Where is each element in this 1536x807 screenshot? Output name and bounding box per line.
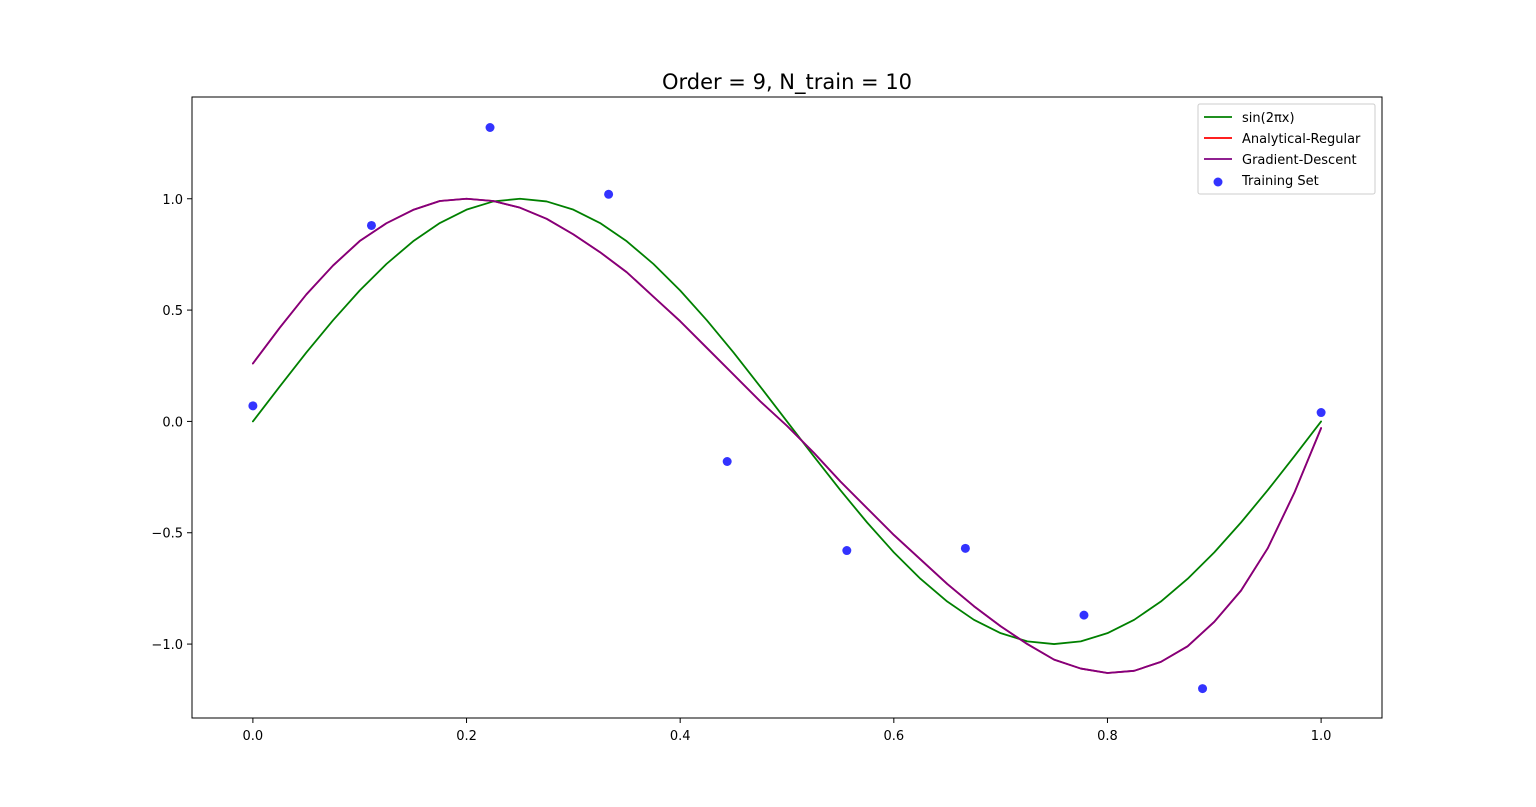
legend-box	[1197, 103, 1376, 195]
legend-label: Gradient-Descent	[1242, 153, 1357, 168]
scatter-point	[722, 457, 732, 466]
x-tick-label: 1.0	[1311, 729, 1332, 744]
scatter-point	[842, 546, 852, 556]
legend: sin(2πx) Analytical-Regular Gradient-Desce…	[1197, 103, 1376, 195]
plot-area	[248, 123, 1326, 694]
scatter-point	[248, 401, 258, 411]
x-tick-label: 0.4	[670, 729, 691, 744]
x-tick-label: 0.0	[243, 729, 264, 744]
scatter-point	[1198, 684, 1208, 694]
legend-label: Analytical-Regular	[1242, 132, 1361, 147]
y-tick-label: −1.0	[151, 638, 183, 653]
x-axis: 0.0 0.2 0.4 0.6 0.8 1.0	[243, 718, 1332, 744]
scatter-point	[366, 220, 376, 230]
y-tick-label: 1.0	[162, 193, 183, 208]
scatter-point	[604, 189, 614, 199]
y-tick-label: 0.5	[162, 304, 183, 319]
x-tick-label: 0.8	[1097, 729, 1118, 744]
y-tick-label: −0.5	[151, 527, 183, 542]
x-tick-label: 0.2	[456, 729, 477, 744]
scatter-point	[1079, 610, 1089, 620]
scatter-point	[485, 123, 495, 132]
legend-swatch	[1213, 177, 1223, 187]
scatter-point	[960, 543, 970, 553]
axes-frame	[191, 96, 1383, 719]
series-line-sin-2-x	[251, 197, 1323, 645]
y-axis: −1.0 −0.5 0.0 0.5 1.0	[151, 193, 192, 653]
scatter-point	[1316, 408, 1326, 418]
series-line-gradient-descent	[251, 197, 1323, 674]
legend-label: sin(2πx)	[1242, 111, 1295, 126]
chart-title: Order = 9, N_train = 10	[662, 70, 912, 95]
y-tick-label: 0.0	[162, 415, 183, 430]
legend-label: Training Set	[1241, 174, 1319, 189]
x-tick-label: 0.6	[883, 729, 904, 744]
